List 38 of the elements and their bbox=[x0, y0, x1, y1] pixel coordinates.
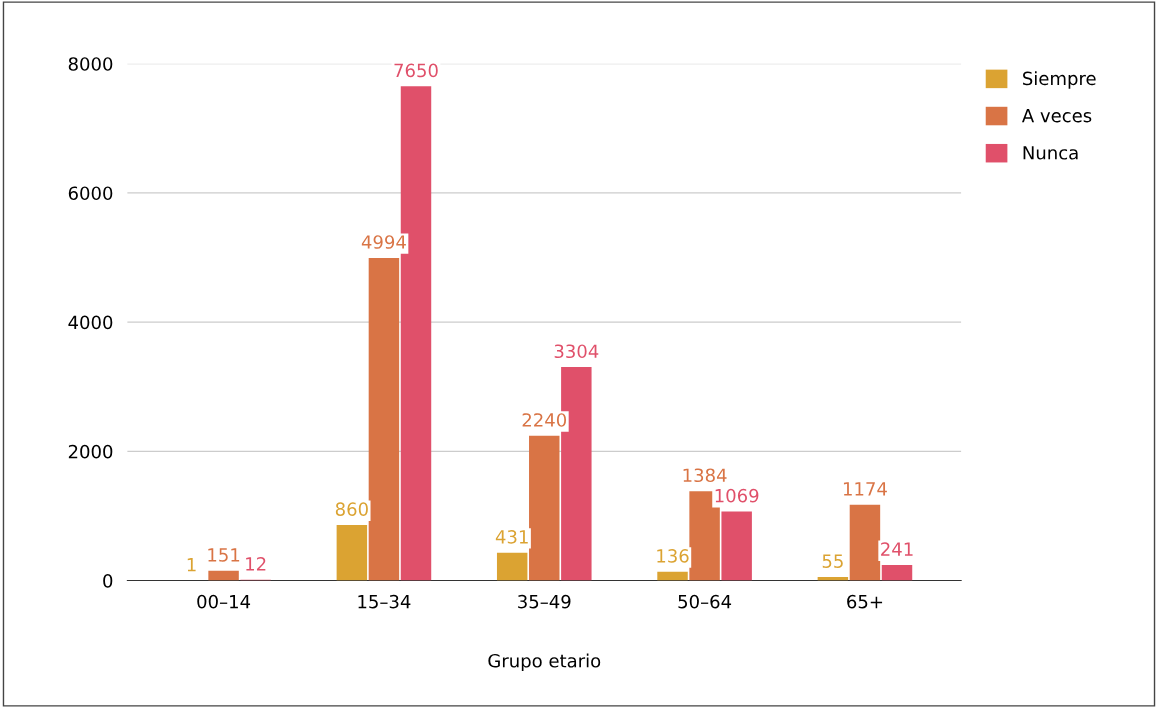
y-tick-label: 0 bbox=[103, 574, 113, 588]
bar bbox=[881, 564, 913, 581]
y-tick-label: 4000 bbox=[68, 315, 113, 330]
legend-label: Nunca bbox=[1023, 146, 1078, 160]
x-axis-title: Grupo etario bbox=[488, 653, 601, 672]
bar bbox=[368, 257, 400, 581]
bar bbox=[849, 504, 881, 581]
x-tick-label: 15–34 bbox=[358, 594, 411, 609]
x-tick-label: 00–14 bbox=[197, 594, 251, 609]
bar bbox=[336, 525, 368, 581]
data-label: 1 bbox=[187, 558, 196, 572]
data-label: 2240 bbox=[522, 413, 567, 427]
data-label: 136 bbox=[657, 549, 689, 563]
bar bbox=[721, 511, 752, 581]
bar bbox=[529, 435, 560, 581]
bar bbox=[657, 571, 688, 581]
x-tick-label: 65+ bbox=[847, 594, 883, 609]
data-label: 3304 bbox=[554, 344, 599, 359]
data-label: 7650 bbox=[394, 63, 438, 78]
data-label: 12 bbox=[246, 557, 266, 571]
bar bbox=[208, 570, 239, 581]
bar bbox=[496, 552, 528, 581]
data-label: 1069 bbox=[715, 488, 759, 503]
data-label: 55 bbox=[822, 554, 843, 568]
y-tick-label: 6000 bbox=[68, 186, 113, 201]
data-label: 151 bbox=[208, 548, 240, 562]
legend-label: Siempre bbox=[1023, 71, 1096, 89]
y-tick-label: 8000 bbox=[68, 57, 113, 71]
y-tick-label: 2000 bbox=[68, 444, 113, 459]
x-tick-label: 50–64 bbox=[678, 594, 732, 609]
data-label: 241 bbox=[881, 542, 913, 556]
legend-label: A veces bbox=[1021, 108, 1092, 123]
data-label: 860 bbox=[335, 502, 368, 516]
data-label: 4994 bbox=[361, 235, 406, 249]
data-label: 431 bbox=[495, 530, 528, 544]
x-tick-label: 35–49 bbox=[518, 594, 571, 609]
data-label: 1384 bbox=[683, 468, 727, 483]
data-label: 1174 bbox=[843, 482, 887, 496]
